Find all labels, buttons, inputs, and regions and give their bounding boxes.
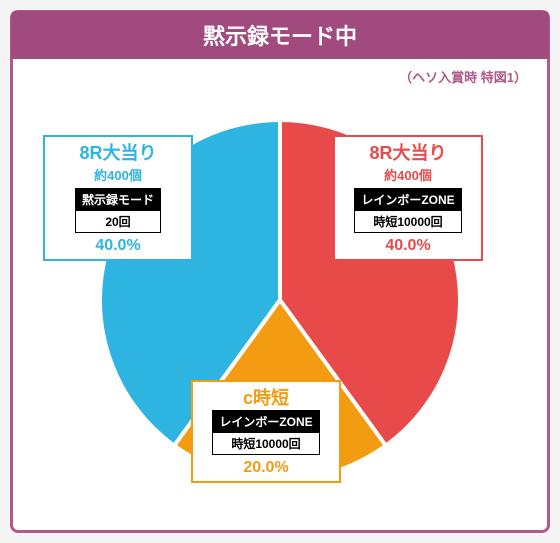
subtitle: （ヘソ入賞時 特図1） — [13, 59, 547, 90]
label-sub: 約400個 — [343, 165, 473, 184]
percent: 40.0% — [343, 237, 473, 255]
badge-top: 黙示録モード — [75, 188, 161, 211]
label-title: 8R大当り — [343, 143, 473, 165]
label-box-right: 8R大当り 約400個 レインボーZONE 時短10000回 40.0% — [333, 135, 483, 261]
chart-area: 8R大当り 約400個 黙示録モード 20回 40.0% 8R大当り 約400個… — [13, 90, 547, 510]
label-sub: 約400個 — [53, 165, 183, 184]
label-box-bottom: c時短 レインボーZONE 時短10000回 20.0% — [191, 380, 341, 483]
card-header: 黙示録モード中 — [11, 11, 549, 59]
percent: 20.0% — [201, 459, 331, 477]
badge-top: レインボーZONE — [212, 410, 319, 433]
badge-group: レインボーZONE 時短10000回 — [354, 188, 461, 233]
badge-group: 黙示録モード 20回 — [75, 188, 161, 233]
pie-chart-card: 黙示録モード中 （ヘソ入賞時 特図1） 8R大当り 約400個 黙示録モード 2… — [10, 10, 550, 533]
label-box-left: 8R大当り 約400個 黙示録モード 20回 40.0% — [43, 135, 193, 261]
badge-bottom: 時短10000回 — [354, 211, 461, 233]
badge-group: レインボーZONE 時短10000回 — [212, 410, 319, 455]
subtitle-text: （ヘソ入賞時 特図1） — [399, 70, 527, 85]
label-title: c時短 — [201, 388, 331, 410]
badge-top: レインボーZONE — [354, 188, 461, 211]
header-title: 黙示録モード中 — [203, 24, 357, 49]
label-title: 8R大当り — [53, 143, 183, 165]
percent: 40.0% — [53, 237, 183, 255]
badge-bottom: 時短10000回 — [212, 433, 319, 455]
badge-bottom: 20回 — [75, 211, 161, 233]
